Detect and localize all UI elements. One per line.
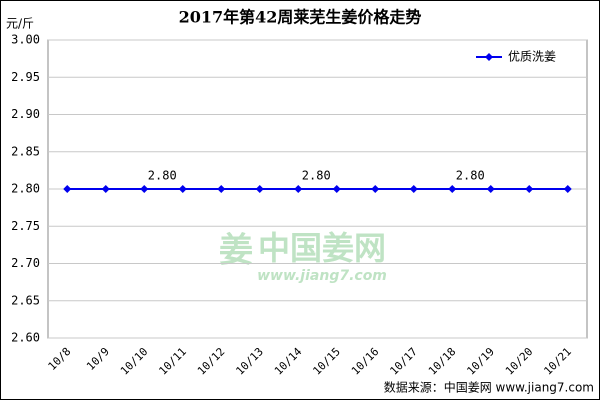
watermark-logo: 姜 xyxy=(219,231,253,271)
y-tick-label: 3.00 xyxy=(11,33,40,47)
y-tick-label: 2.60 xyxy=(11,331,40,345)
legend-label: 优质洗姜 xyxy=(508,50,556,64)
marker xyxy=(217,185,226,193)
chart-title: 2017年第42周莱芜生姜价格走势 xyxy=(179,8,422,27)
marker xyxy=(294,185,303,193)
data-label: 2.80 xyxy=(302,169,331,183)
y-tick-label: 2.95 xyxy=(11,70,40,84)
marker xyxy=(101,185,110,193)
marker xyxy=(140,185,149,193)
y-axis-label: 元/斤 xyxy=(6,17,34,31)
watermark-name: 中国姜网 xyxy=(258,229,386,267)
marker xyxy=(63,185,72,193)
marker xyxy=(525,185,534,193)
legend-marker xyxy=(485,53,493,61)
marker xyxy=(409,185,418,193)
watermark-url: www.jiang7.com xyxy=(257,268,387,284)
marker xyxy=(371,185,380,193)
y-tick-label: 2.65 xyxy=(11,293,40,307)
marker xyxy=(563,185,572,193)
y-tick-label: 2.80 xyxy=(11,182,40,196)
marker xyxy=(332,185,341,193)
source: 数据来源：中国姜网 www.jiang7.com xyxy=(384,380,594,395)
data-label: 2.80 xyxy=(148,169,177,183)
y-tick-label: 2.75 xyxy=(11,219,40,233)
marker xyxy=(486,185,495,193)
marker xyxy=(448,185,457,193)
marker xyxy=(178,185,187,193)
y-tick-label: 2.90 xyxy=(11,107,40,121)
y-tick-label: 2.85 xyxy=(11,144,40,158)
data-label: 2.80 xyxy=(456,169,485,183)
y-tick-label: 2.70 xyxy=(11,256,40,270)
marker xyxy=(255,185,264,193)
